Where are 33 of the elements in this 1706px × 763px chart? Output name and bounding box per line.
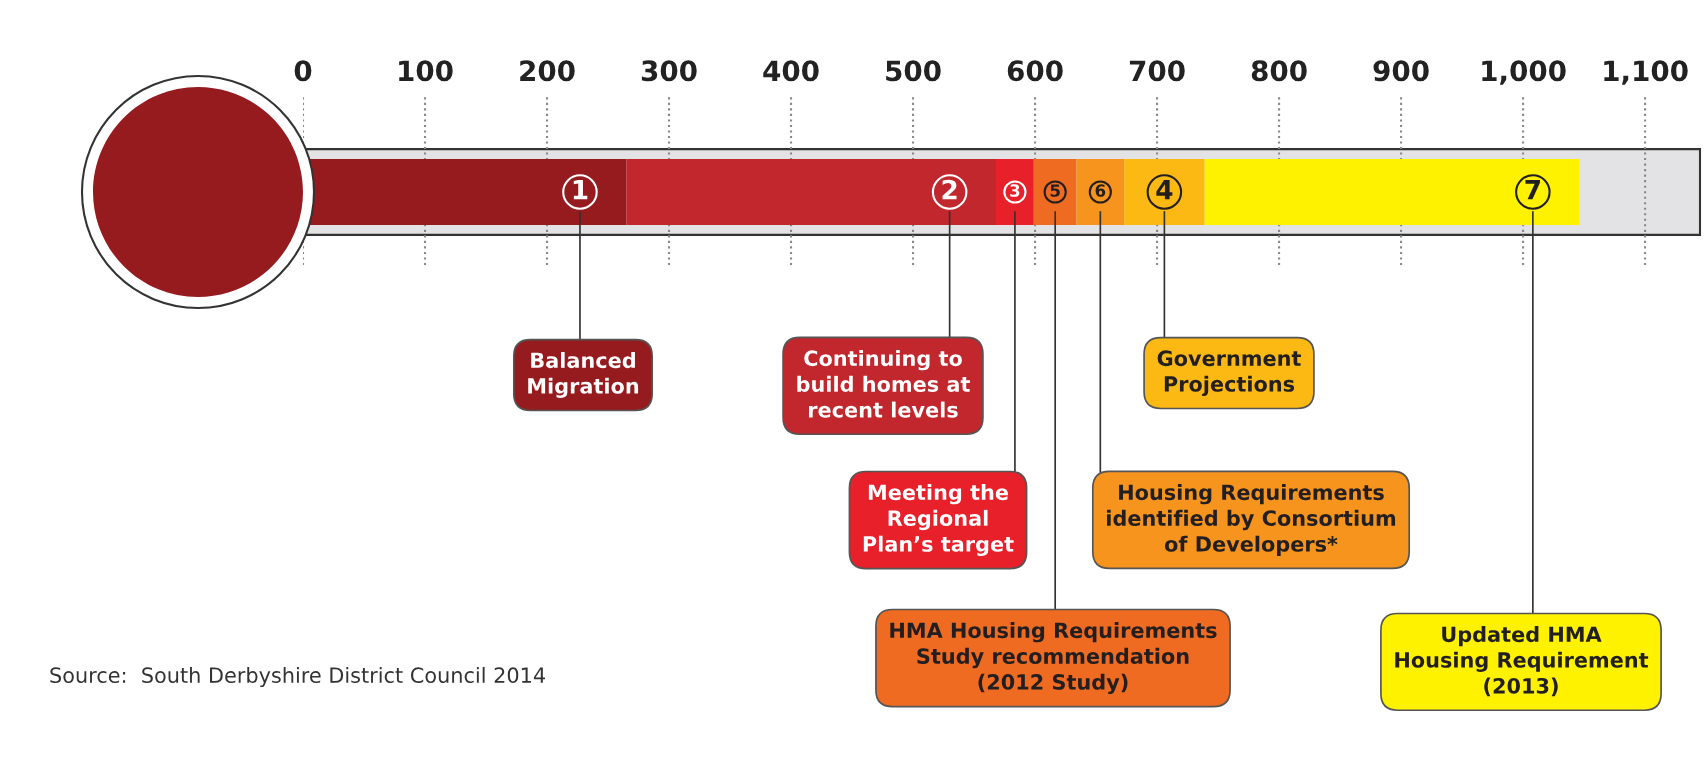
- x-tick-label: 1,100: [1604, 60, 1688, 85]
- bar: [1033, 159, 1077, 225]
- text: HMA Housing Requirements Study recommendation (2012 Study): [890, 622, 1217, 695]
- series-label: 2: [942, 179, 957, 200]
- x-tick-label: 300: [641, 60, 697, 82]
- text: Balanced Migration: [528, 352, 639, 399]
- x-tick-label: 400: [763, 60, 819, 82]
- series-label: 5: [1050, 184, 1060, 197]
- text: Government Projections: [1157, 350, 1301, 397]
- bar: [1124, 159, 1205, 225]
- bar: [996, 159, 1034, 225]
- text: Housing Requirements identified by Consortium of Developers*: [1107, 484, 1396, 556]
- x-tick-label: 500: [886, 60, 941, 82]
- series-label: 4: [1156, 180, 1173, 200]
- series-label: 7: [1525, 180, 1540, 200]
- text: Updated HMA Housing Requirement (2013): [1395, 626, 1649, 697]
- series-label: 1: [573, 180, 588, 200]
- text: Continuing to build homes at recent levels: [797, 350, 970, 418]
- bar: [1204, 159, 1580, 225]
- source-note: Source: South Derbyshire District Council 2014: [50, 666, 545, 688]
- x-tick-label: 0: [294, 60, 312, 82]
- x-tick-label: 700: [1129, 60, 1185, 82]
- x-tick-label: 100: [399, 60, 453, 82]
- x-tick-label: 200: [520, 60, 575, 82]
- bar: [1076, 159, 1125, 225]
- x-tick-label: 900: [1373, 60, 1429, 82]
- bar: [626, 159, 997, 225]
- x-tick-label: 800: [1251, 60, 1307, 82]
- series-label: 3: [1010, 184, 1020, 197]
- x-tick-label: 600: [1007, 60, 1063, 82]
- series-label: 6: [1095, 184, 1106, 197]
- text: Meeting the Regional Plan’s target: [863, 484, 1014, 557]
- x-tick-label: 1,000: [1482, 60, 1566, 85]
